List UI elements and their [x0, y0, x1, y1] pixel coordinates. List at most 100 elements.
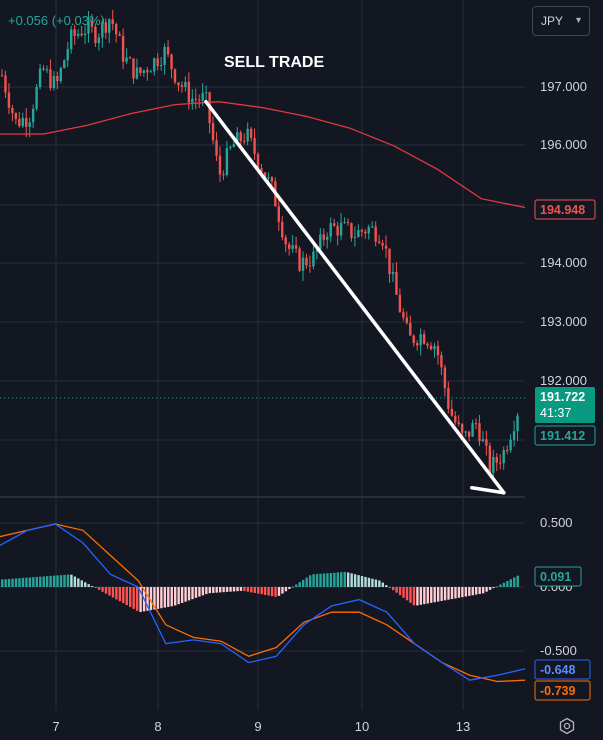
candle-body — [422, 334, 426, 344]
candle-body — [139, 67, 142, 73]
histogram-bar — [350, 573, 353, 587]
histogram-bar — [409, 587, 412, 603]
histogram-bar — [353, 574, 357, 587]
time-tick-label: 9 — [254, 719, 261, 734]
candle-body — [73, 29, 76, 36]
candle-body — [291, 245, 294, 249]
macd-pane[interactable] — [0, 523, 526, 683]
histogram-bar — [167, 587, 170, 607]
candle-body — [173, 69, 177, 83]
histogram-bar — [236, 587, 239, 592]
candle-body — [166, 46, 170, 55]
candle-body — [512, 431, 516, 440]
candle-body — [177, 82, 180, 86]
histogram-bar — [177, 587, 180, 605]
candle-body — [412, 335, 415, 344]
candle-body — [52, 76, 56, 89]
time-axis[interactable]: 7 8 9 10 13 — [52, 719, 470, 734]
candle-body — [502, 450, 505, 464]
histogram-bar — [77, 578, 80, 587]
histogram-bar — [488, 587, 492, 590]
histogram-bar — [485, 587, 488, 592]
settings-gear-icon[interactable] — [558, 717, 576, 735]
currency-label: JPY — [541, 14, 564, 28]
candle-body — [104, 22, 107, 33]
candle-body — [367, 226, 370, 234]
time-tick-label: 10 — [355, 719, 369, 734]
histogram-bar — [18, 578, 21, 587]
histogram-bar — [509, 579, 513, 587]
candle-body — [108, 19, 111, 33]
histogram-bar — [443, 587, 447, 601]
candle-body — [402, 312, 405, 318]
candle-body — [384, 245, 388, 249]
histogram-bar — [205, 587, 208, 595]
candle-body — [142, 70, 146, 73]
histogram-bar — [104, 587, 108, 594]
candle-body — [308, 265, 312, 267]
histogram-bar — [423, 587, 426, 605]
candle-body — [222, 174, 225, 176]
histogram-bar — [239, 587, 243, 591]
histogram-bar — [115, 587, 118, 600]
histogram-bar — [11, 578, 14, 587]
histogram-bar — [129, 587, 132, 607]
macd-tick-label: 0.500 — [540, 515, 573, 530]
candle-body — [277, 206, 280, 222]
candle-body — [21, 117, 24, 127]
candle-body — [505, 450, 509, 452]
candle-body — [184, 81, 187, 87]
histogram-bar — [447, 587, 450, 600]
histogram-bar — [319, 573, 322, 587]
candle-body — [416, 343, 419, 346]
candle-body — [236, 132, 239, 145]
candle-body — [419, 334, 422, 346]
currency-selector[interactable]: JPY ▾ — [532, 6, 590, 36]
candle-body — [87, 20, 90, 34]
histogram-bar — [42, 576, 45, 587]
candle-body — [211, 123, 215, 141]
trade-arrow-shaft — [204, 99, 506, 495]
histogram-bar — [1, 579, 4, 587]
candle-body — [80, 33, 83, 36]
histogram-bar — [263, 587, 267, 595]
candle-body — [153, 58, 156, 72]
histogram-bar — [371, 578, 374, 587]
symbol-change: +0.056 (+0.03%) — [8, 13, 105, 28]
histogram-bar — [329, 572, 333, 587]
histogram-bar — [412, 587, 416, 606]
candle-body — [322, 234, 325, 240]
candle-body — [35, 86, 38, 109]
candlestick-series[interactable] — [0, 10, 519, 483]
histogram-bar — [305, 577, 308, 587]
histogram-bar — [295, 584, 298, 587]
histogram-bar — [426, 587, 429, 604]
candle-body — [7, 92, 11, 108]
ma-value-tag-box — [534, 199, 596, 220]
candle-body — [371, 226, 374, 228]
candle-body — [395, 271, 398, 295]
candle-body — [194, 98, 197, 100]
candle-body — [450, 408, 453, 416]
candle-body — [4, 75, 7, 93]
histogram-bar — [333, 572, 336, 587]
candle-body — [198, 99, 201, 101]
candle-body — [301, 257, 305, 271]
histogram-bar — [430, 587, 433, 603]
histogram-bar — [160, 587, 163, 609]
histogram-bar — [70, 574, 73, 587]
candle-body — [471, 423, 474, 437]
candle-body — [135, 67, 139, 79]
candle-body — [481, 439, 485, 442]
histogram-bar — [45, 576, 49, 587]
histogram-bar — [495, 586, 499, 588]
histogram-bar — [135, 587, 139, 611]
candle-body — [156, 58, 159, 66]
histogram-bar — [146, 587, 149, 611]
histogram-bar — [163, 587, 167, 608]
candle-body — [28, 122, 31, 127]
candle-body — [499, 462, 502, 464]
histogram-bar — [288, 587, 291, 590]
candle-body — [343, 222, 346, 224]
